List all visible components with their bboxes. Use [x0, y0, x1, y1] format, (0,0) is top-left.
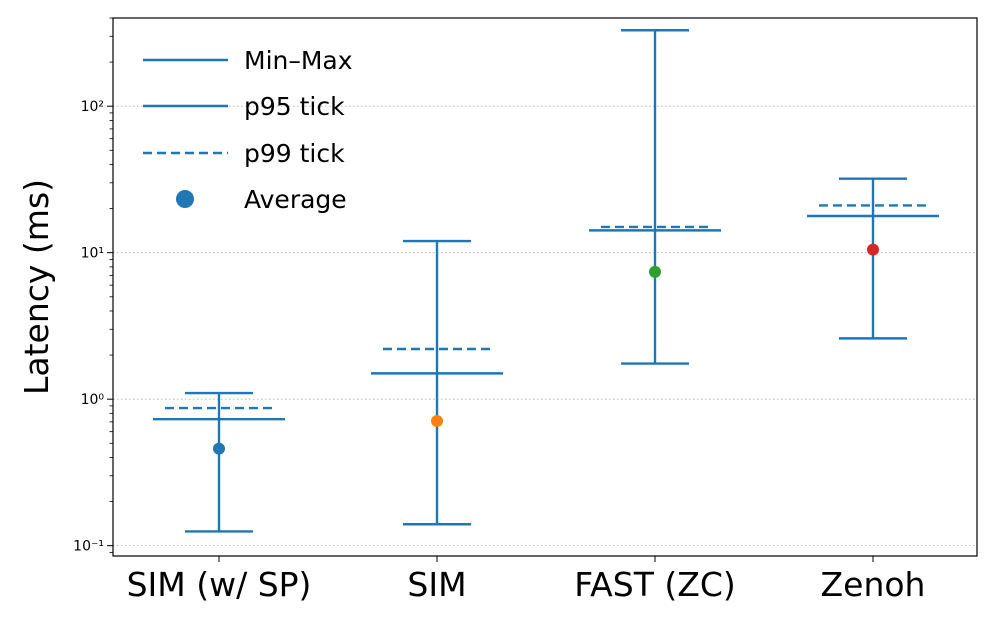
legend-average-swatch [176, 190, 194, 208]
x-tick-label: SIM [407, 565, 466, 604]
x-tick-label: FAST (ZC) [574, 565, 736, 604]
x-tick-label: SIM (w/ SP) [127, 565, 312, 604]
grid-layer [113, 105, 977, 547]
y-tick-label: 10² [81, 99, 104, 115]
ticks-layer: 10⁻¹ 10⁰ 10¹ 10² SIM (w/ SP) SIM FAST (ZC) Zeno… [73, 17, 926, 604]
average-point [867, 243, 879, 256]
average-point [649, 265, 661, 278]
y-tick-label: 10⁻¹ [73, 539, 104, 555]
y-tick-label: 10¹ [81, 246, 104, 262]
average-point [431, 414, 443, 427]
legend-average-label: Average [244, 185, 347, 214]
legend-minmax-label: Min–Max [244, 46, 353, 75]
legend: Min–Max p95 tick p99 tick Average [143, 46, 353, 214]
y-tick-label: 10⁰ [81, 392, 105, 408]
marks-layer [153, 29, 939, 533]
x-tick-label: Zenoh [821, 565, 926, 604]
plot-frame [112, 17, 978, 557]
average-point [213, 442, 225, 455]
y-axis-label: Latency (ms) [17, 179, 56, 395]
legend-p95-label: p95 tick [244, 92, 345, 121]
legend-p99-label: p99 tick [244, 139, 345, 168]
